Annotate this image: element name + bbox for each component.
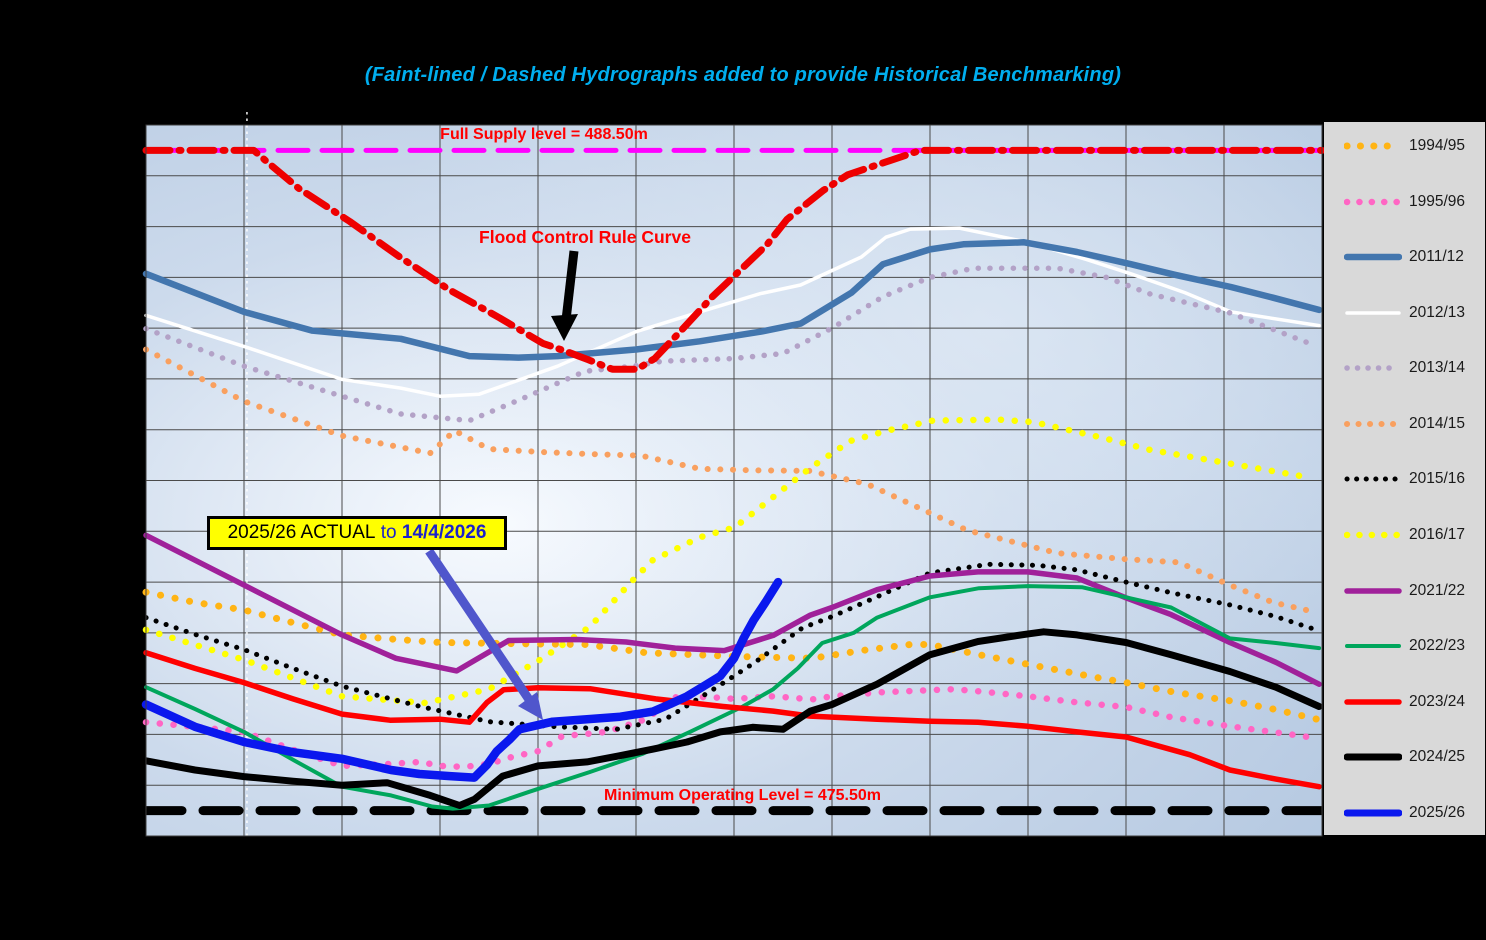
legend-swatch-line [1344, 198, 1402, 205]
legend-item: 2013/14 [1344, 359, 1479, 377]
actual-label-prefix: 2025/26 ACTUAL [227, 522, 376, 543]
legend-swatch-line [1344, 753, 1402, 761]
legend-swatch-line [1345, 644, 1401, 649]
series-line-s2014 [143, 346, 1319, 615]
series-group [141, 146, 1327, 816]
legend-swatch-line [1344, 531, 1402, 539]
legend-swatch-line [1344, 699, 1402, 705]
chart-subtitle: (Faint-lined / Dashed Hydrographs added … [364, 64, 1122, 86]
legend-item-label: 2012/13 [1409, 303, 1466, 321]
legend-item: 2023/24 [1344, 692, 1479, 710]
legend-item-label: 2011/12 [1409, 248, 1464, 266]
legend-item-label: 2016/17 [1409, 526, 1466, 544]
series-line-s2024 [142, 628, 1323, 809]
series-line-s2021 [143, 532, 1322, 687]
series-line-s2022 [144, 584, 1322, 811]
legend-item-label: 2014/15 [1409, 414, 1466, 432]
actual-annotation-box: 2025/26 ACTUAL to 14/4/2026 [207, 516, 507, 550]
legend-swatch-line [1344, 587, 1402, 594]
series-line-s2011 [142, 239, 1323, 361]
legend-item-label: 1995/96 [1409, 192, 1466, 210]
legend-item-label: 1994/95 [1409, 137, 1466, 154]
legend-swatch-line [1344, 476, 1402, 482]
series-line-s2023 [143, 649, 1322, 790]
legend-item-label: 2023/24 [1409, 692, 1466, 710]
min-operating-label: Minimum Operating Level = 475.50m [604, 787, 881, 804]
series-line-s2025 [141, 577, 783, 782]
legend-swatch-line [1344, 253, 1402, 261]
legend-item: 2021/22 [1344, 581, 1479, 599]
legend-swatch-line [1345, 310, 1401, 315]
legend-item: 2022/23 [1344, 637, 1479, 655]
legend-item: 2024/25 [1344, 748, 1479, 766]
series-line-s2013 [143, 265, 1315, 424]
series-line-s2015 [143, 561, 1319, 732]
legend-item-label: 2021/22 [1409, 581, 1466, 599]
plot-border [145, 124, 1323, 837]
flood-control-label: Flood Control Rule Curve [479, 227, 691, 247]
series-line-s1994 [142, 588, 1321, 723]
legend-item-label: 2022/23 [1409, 637, 1466, 655]
actual-label-date: 14/4/2026 [401, 522, 487, 543]
legend-item-label: 2024/25 [1409, 748, 1466, 766]
legend-item-label: 2025/26 [1409, 803, 1466, 821]
legend-item-label: 2013/14 [1409, 359, 1466, 377]
legend-item: 1995/96 [1344, 192, 1479, 210]
legend-swatch-line [1344, 365, 1402, 372]
legend-item: 2015/16 [1344, 470, 1479, 488]
legend-swatch-line [1344, 142, 1402, 150]
legend-item-label: 2015/16 [1409, 470, 1466, 488]
full-supply-label: Full Supply level = 488.50m [440, 126, 648, 143]
series-line-rule [142, 146, 1326, 373]
legend-item: 2016/17 [1344, 526, 1479, 544]
legend-item: 1994/95 [1344, 137, 1479, 154]
flood-control-arrow [551, 250, 579, 341]
actual-label-to: to [375, 522, 402, 543]
legend-swatch-line [1344, 809, 1402, 817]
legend-item: 2025/26 [1344, 803, 1479, 821]
legend-swatch-line [1344, 420, 1402, 427]
actual-annotation-arrow [425, 548, 543, 720]
legend-panel: 1994/95 1995/96 2011/12 2012/13 2013/14 … [1324, 122, 1485, 835]
legend-item: 2012/13 [1344, 303, 1479, 321]
legend-item: 2011/12 [1344, 248, 1479, 266]
legend-item: 2014/15 [1344, 414, 1479, 432]
series-line-s2012 [144, 226, 1321, 398]
